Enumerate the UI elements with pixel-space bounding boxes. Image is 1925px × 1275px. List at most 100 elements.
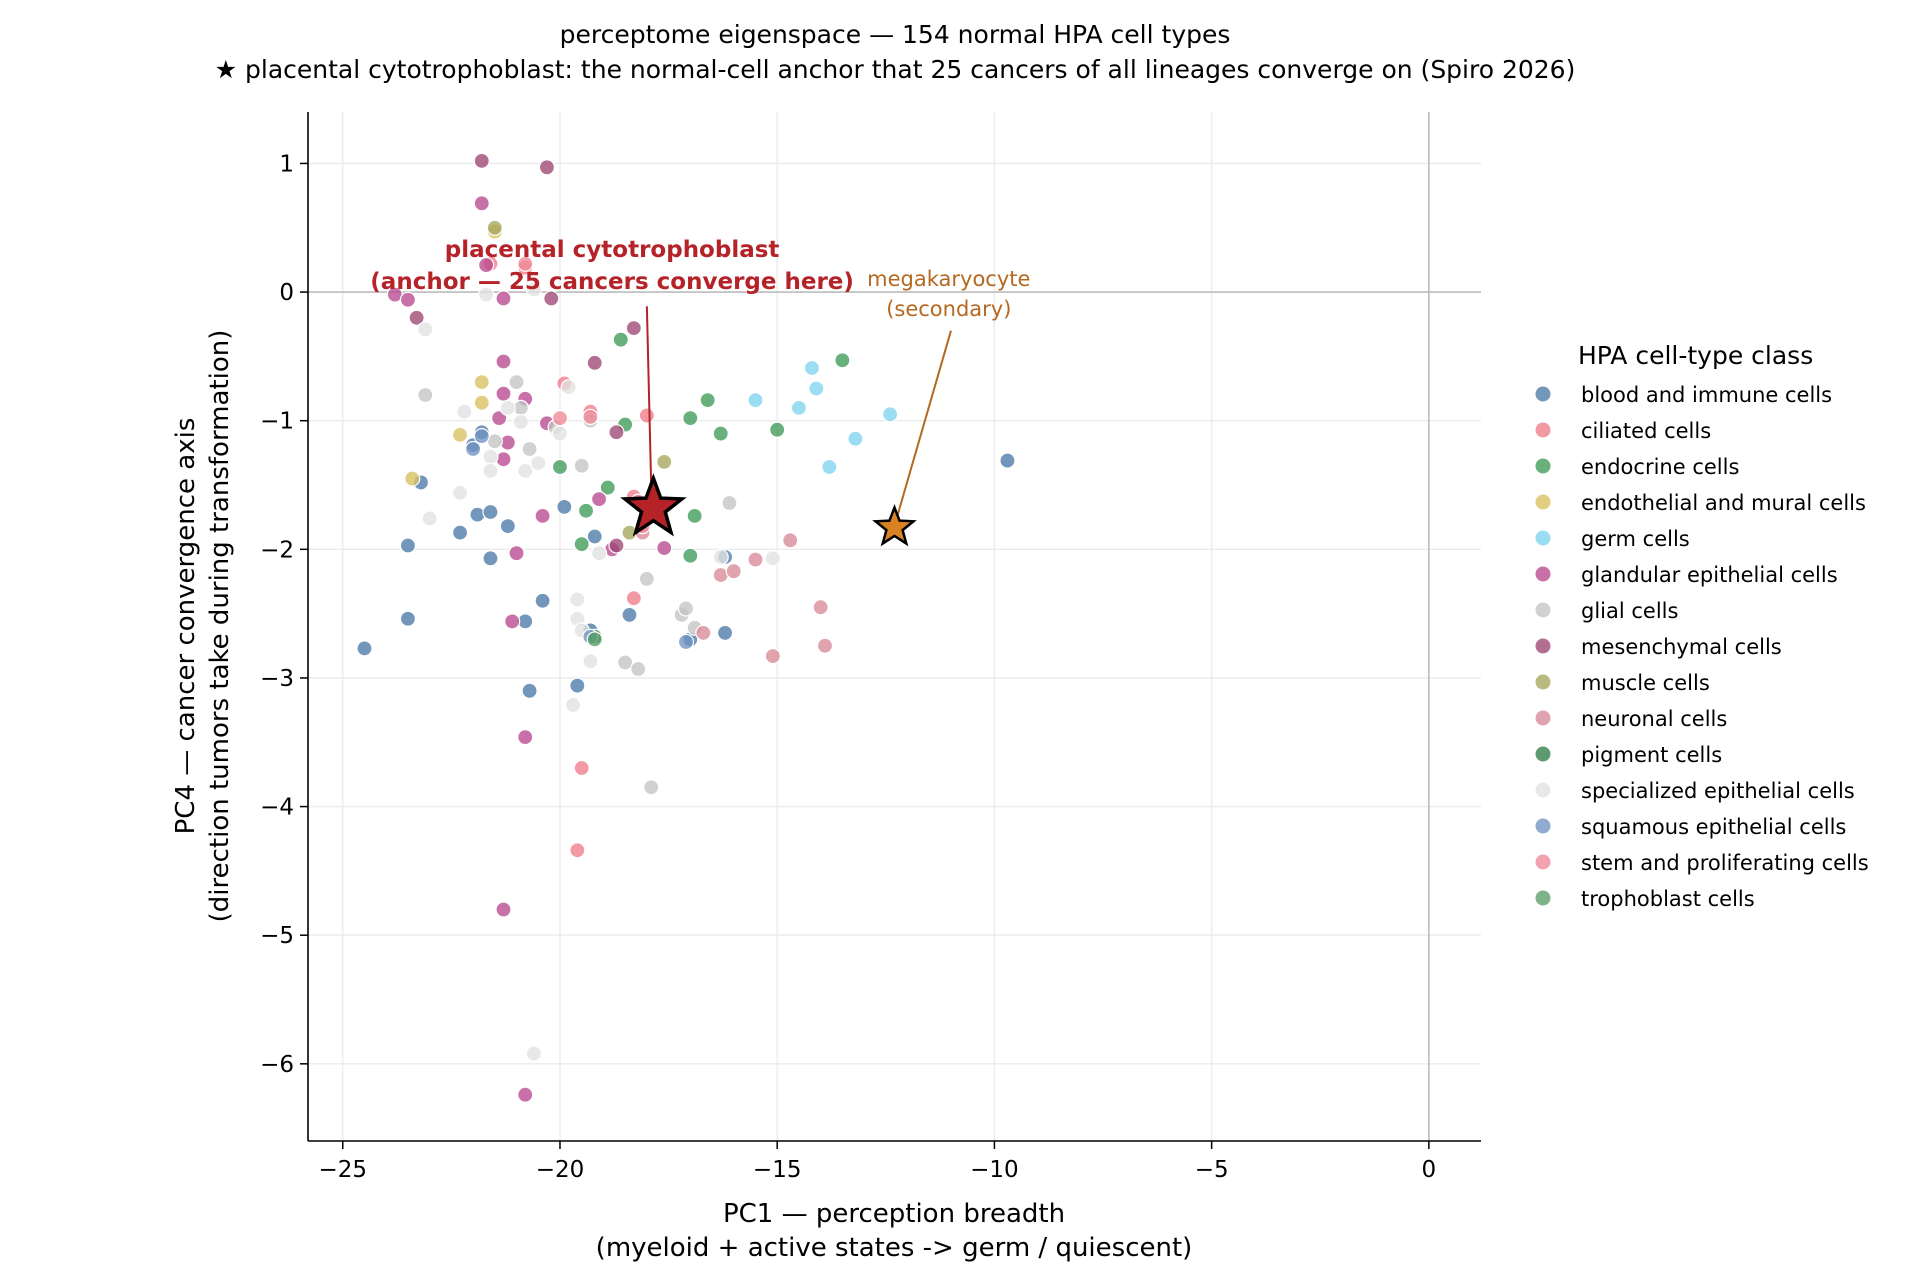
data-point bbox=[590, 545, 608, 562]
data-point bbox=[473, 152, 490, 169]
y-tick-label: −5 bbox=[260, 923, 294, 949]
data-point bbox=[517, 255, 534, 272]
data-point bbox=[504, 613, 521, 630]
data-point bbox=[473, 195, 490, 212]
data-point bbox=[573, 536, 590, 553]
legend-title: HPA cell-type class bbox=[1578, 341, 1813, 370]
data-point bbox=[812, 599, 829, 616]
x-axis-label: PC1 — perception breadth bbox=[723, 1199, 1065, 1229]
data-point bbox=[782, 532, 799, 549]
data-point bbox=[625, 590, 642, 607]
anchor-arrow bbox=[645, 306, 653, 495]
data-point bbox=[473, 394, 490, 411]
legend-label: glial cells bbox=[1581, 599, 1678, 623]
legend-marker bbox=[1534, 817, 1552, 835]
data-point bbox=[399, 291, 417, 308]
data-point bbox=[612, 331, 629, 348]
data-point bbox=[478, 286, 495, 303]
legend-marker bbox=[1534, 565, 1552, 583]
data-point bbox=[712, 548, 729, 566]
data-point bbox=[656, 539, 673, 557]
data-point bbox=[821, 458, 838, 476]
data-point bbox=[464, 440, 482, 458]
data-point bbox=[882, 406, 899, 423]
data-point bbox=[816, 637, 834, 654]
data-point bbox=[569, 591, 586, 608]
legend-marker bbox=[1534, 781, 1552, 799]
legend-label: pigment cells bbox=[1581, 743, 1722, 767]
data-point bbox=[699, 392, 716, 409]
data-point bbox=[478, 256, 495, 274]
legend-marker bbox=[1534, 853, 1552, 871]
data-point bbox=[695, 624, 712, 642]
data-point bbox=[747, 392, 764, 409]
megakaryocyte-arrow bbox=[896, 330, 952, 516]
data-point bbox=[495, 385, 512, 402]
data-point bbox=[630, 660, 647, 678]
data-point bbox=[356, 640, 373, 657]
data-point bbox=[517, 729, 534, 746]
data-point bbox=[834, 352, 851, 369]
legend-label: neuronal cells bbox=[1581, 707, 1727, 731]
data-point bbox=[521, 682, 538, 699]
y-tick-label: −1 bbox=[260, 409, 294, 435]
data-point bbox=[538, 159, 556, 176]
data-point bbox=[521, 440, 538, 458]
data-point bbox=[577, 502, 595, 519]
cytotrophoblast-star bbox=[620, 473, 687, 537]
data-point bbox=[725, 563, 742, 580]
data-point bbox=[599, 479, 616, 496]
data-point bbox=[456, 403, 473, 420]
legend-label: stem and proliferating cells bbox=[1581, 851, 1869, 875]
y-axis-label-sub: (direction tumors take during transforma… bbox=[205, 330, 235, 923]
data-point bbox=[508, 374, 525, 391]
chart-subtitle: ★ placental cytotrophoblast: the normal-… bbox=[215, 55, 1576, 84]
data-point bbox=[682, 410, 699, 427]
legend-marker bbox=[1534, 673, 1552, 691]
data-point bbox=[525, 1045, 543, 1062]
data-point bbox=[551, 425, 569, 442]
anchor-label-line2: (anchor — 25 cancers converge here) bbox=[370, 269, 854, 295]
x-axis-label-sub: (myeloid + active states -> germ / quies… bbox=[596, 1233, 1193, 1263]
data-point bbox=[764, 550, 781, 567]
legend-marker bbox=[1534, 529, 1552, 547]
legend-marker bbox=[1534, 493, 1552, 511]
data-point bbox=[534, 592, 551, 609]
data-point bbox=[404, 470, 421, 487]
data-point bbox=[586, 528, 603, 545]
scatter-points bbox=[356, 152, 1016, 1103]
data-point bbox=[530, 455, 547, 472]
data-point bbox=[643, 779, 660, 796]
data-point bbox=[808, 380, 825, 397]
data-point bbox=[495, 290, 512, 307]
x-tick-label: 0 bbox=[1422, 1157, 1437, 1183]
data-point bbox=[469, 506, 486, 523]
data-point bbox=[517, 1086, 534, 1103]
data-point bbox=[491, 410, 508, 427]
data-point bbox=[608, 537, 625, 554]
data-point bbox=[512, 413, 529, 431]
legend-marker bbox=[1534, 601, 1552, 619]
data-point bbox=[716, 624, 734, 642]
data-point bbox=[473, 374, 490, 391]
data-point bbox=[569, 842, 586, 859]
x-tick-label: −5 bbox=[1195, 1157, 1229, 1183]
data-point bbox=[417, 321, 434, 338]
legend-marker bbox=[1534, 889, 1552, 907]
y-ticks: −6 −5 −4 −3 −2 −1 0 1 bbox=[260, 151, 308, 1078]
data-point bbox=[451, 484, 469, 501]
data-point bbox=[747, 551, 764, 568]
data-point bbox=[686, 507, 703, 524]
legend-label: specialized epithelial cells bbox=[1581, 779, 1855, 803]
data-point bbox=[608, 424, 625, 441]
data-point bbox=[764, 647, 781, 665]
data-point bbox=[408, 309, 425, 326]
data-point bbox=[495, 451, 512, 468]
data-point bbox=[482, 550, 499, 567]
y-axis-label: PC4 — cancer convergence axis bbox=[171, 418, 201, 835]
data-point bbox=[534, 507, 551, 524]
data-point bbox=[721, 494, 738, 512]
data-point bbox=[473, 428, 490, 445]
y-tick-label: −4 bbox=[260, 795, 294, 821]
